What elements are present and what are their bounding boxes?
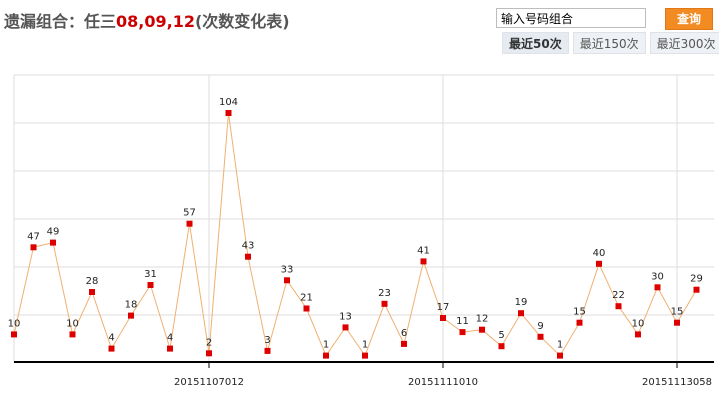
data-label: 28 [86,276,99,287]
data-point [284,277,290,284]
data-label: 29 [690,274,703,285]
data-points [11,110,700,359]
data-label: 49 [47,227,60,238]
x-tick-label: 20151107012 [174,377,244,388]
data-label: 43 [242,241,255,252]
data-label: 10 [8,318,21,329]
x-tick-label: 20151111010 [408,377,478,388]
data-point [108,345,115,352]
data-point [50,239,56,246]
data-point [537,333,544,340]
series-polyline [13,112,697,357]
data-point [440,315,446,321]
data-label: 18 [125,300,138,311]
data-point [89,289,95,295]
combo-search-input[interactable] [496,8,646,28]
data-label: 31 [144,269,157,280]
data-point [674,319,680,326]
data-point [245,253,251,260]
data-point [596,260,602,267]
tab-recent-150[interactable]: 最近150次 [572,32,646,54]
data-label: 12 [476,314,489,325]
data-point [362,352,368,359]
data-label: 10 [632,318,645,329]
x-axis: 20151107012 20151111010 20151113058 [14,361,714,388]
data-label: 40 [593,248,606,259]
data-point [147,282,154,288]
data-point [303,305,310,312]
data-point [206,350,212,357]
data-label: 13 [339,311,352,322]
data-point [635,331,641,338]
data-point [557,352,563,359]
series-line [13,112,697,357]
data-point [69,331,76,338]
page-title: 遗漏组合：任三08,09,12(次数变化表) [4,8,290,32]
data-label: 21 [300,293,313,304]
data-label: 15 [573,307,586,318]
data-label: 1 [557,340,563,351]
data-label: 9 [537,321,543,332]
data-point [479,326,485,333]
data-point [30,244,37,251]
data-label: 30 [651,271,664,282]
data-label: 33 [281,264,294,275]
data-point [576,319,583,326]
data-point [186,220,193,227]
data-point [225,110,232,116]
tab-recent-50[interactable]: 最近50次 [502,32,569,54]
data-label: 6 [401,328,407,339]
data-label: 11 [456,316,469,327]
data-label: 19 [515,297,528,308]
data-label: 4 [167,333,173,344]
data-point [11,331,17,338]
data-label: 57 [183,208,196,219]
range-tabs: 最近50次 最近150次 最近300次 [502,32,719,54]
title-combo: 08,09,12 [116,12,195,31]
data-label: 1 [362,340,368,351]
data-point [381,300,388,307]
data-point [693,286,700,293]
x-tick-label: 20151113058 [642,377,712,388]
data-point [654,284,661,291]
data-point [420,258,427,265]
data-point [128,312,134,319]
data-point [459,329,466,336]
data-point [342,324,349,331]
data-label: 23 [378,288,391,299]
query-button[interactable]: 查询 [665,8,713,30]
data-point [615,303,622,310]
data-point [401,340,407,347]
data-point [498,343,505,350]
data-point [518,310,524,317]
data-label: 104 [219,97,238,108]
chart-grid [13,74,714,362]
data-label: 41 [417,245,430,256]
data-label: 5 [498,330,504,341]
data-point [167,345,173,352]
data-label: 15 [671,307,684,318]
data-point [323,352,329,359]
data-label: 22 [612,290,625,301]
data-label: 2 [206,337,212,348]
tab-recent-300[interactable]: 最近300次 [649,32,719,54]
data-label: 47 [27,231,40,242]
data-label: 10 [66,318,79,329]
data-label: 3 [264,335,270,346]
title-prefix: 遗漏组合：任三 [4,12,117,31]
data-label: 4 [108,333,114,344]
data-label: 17 [437,302,450,313]
data-point [264,347,271,354]
title-suffix: (次数变化表) [194,12,290,31]
data-label: 1 [323,340,329,351]
